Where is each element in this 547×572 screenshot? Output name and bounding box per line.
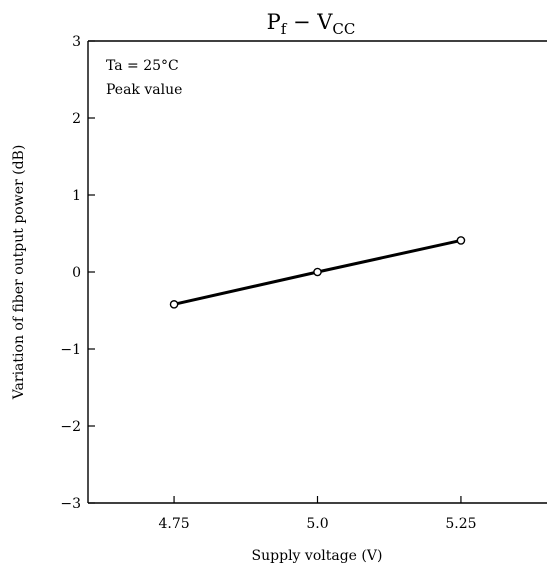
y-tick-label: 0 <box>72 265 81 281</box>
y-tick-label: −1 <box>60 342 81 358</box>
annotation-text: Peak value <box>106 82 182 98</box>
chart-title: Pf − VCC <box>267 10 356 38</box>
x-axis-label: Supply voltage (V) <box>252 548 383 564</box>
chart-title-part: P <box>267 10 281 34</box>
chart-title-part: V <box>316 10 333 34</box>
x-tick-label: 5.0 <box>306 516 328 532</box>
x-tick-label: 4.75 <box>158 516 189 532</box>
y-axis-label: Variation of fiber output power (dB) <box>11 145 27 401</box>
chart-title-part: − <box>286 10 317 34</box>
x-tick-label: 5.25 <box>445 516 476 532</box>
data-point <box>313 267 322 277</box>
y-tick-label: −3 <box>60 496 81 512</box>
y-tick-label: 3 <box>72 34 81 50</box>
annotation-text: Ta = 25°C <box>106 58 179 74</box>
data-point <box>456 236 466 245</box>
y-tick-label: −2 <box>60 419 81 435</box>
y-tick-label: 1 <box>72 188 81 204</box>
chart-title-subscript: CC <box>332 20 355 38</box>
data-point <box>169 300 179 309</box>
y-tick-label: 2 <box>72 111 81 127</box>
chart-title-subscript: f <box>281 20 288 38</box>
